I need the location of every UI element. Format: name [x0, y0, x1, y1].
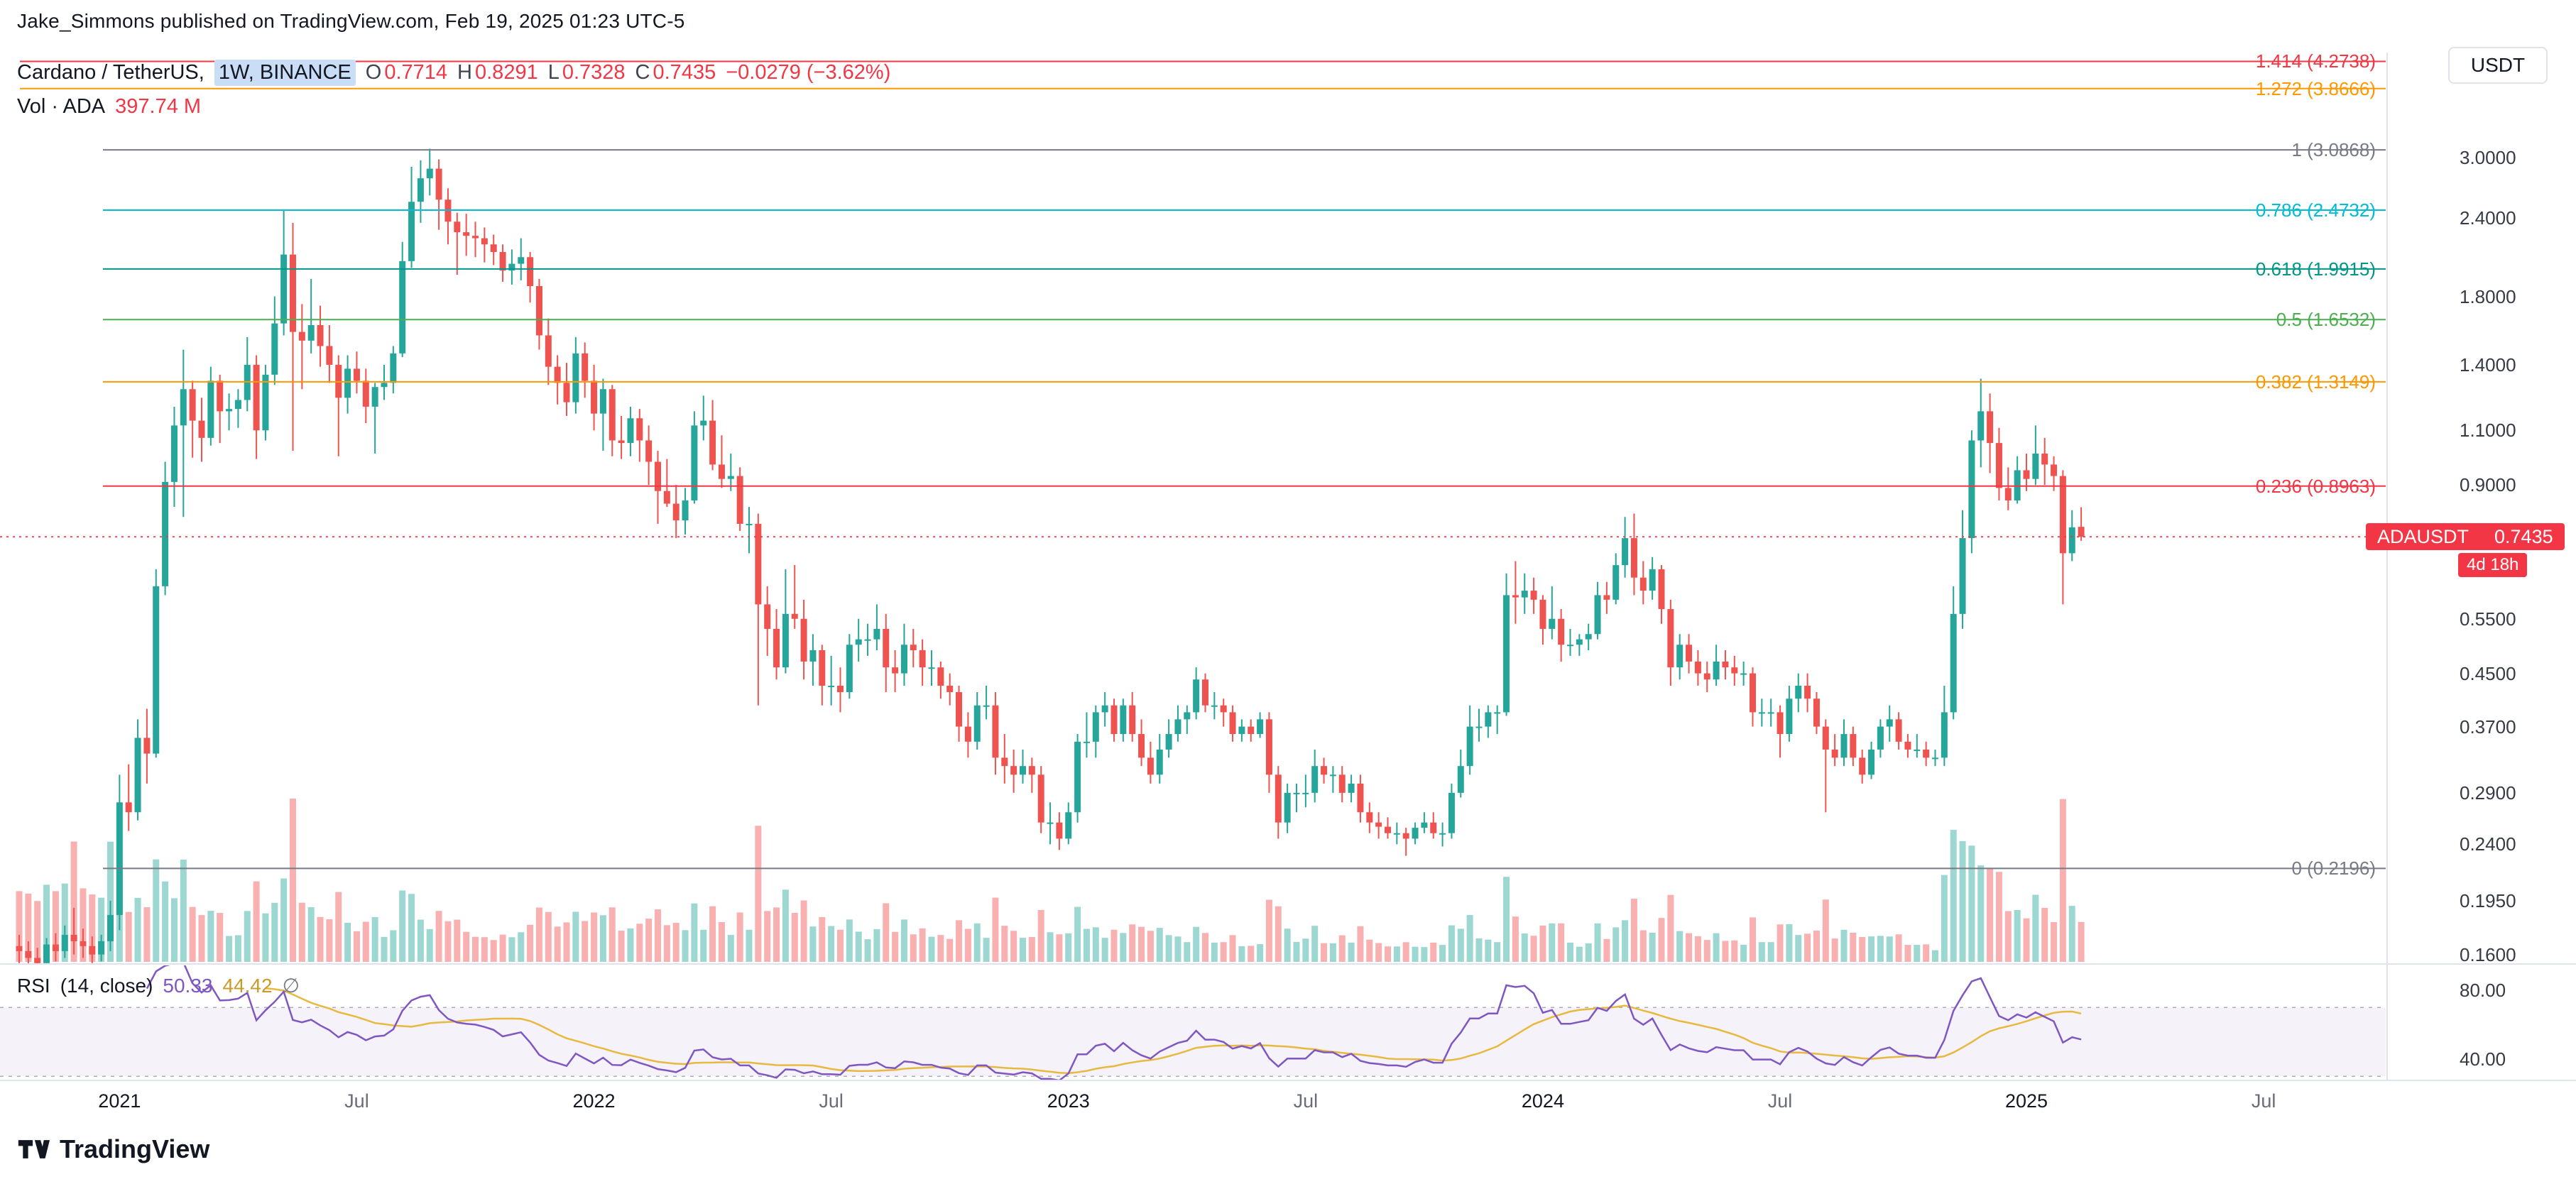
- price-tick: 1.8000: [2460, 285, 2516, 307]
- volume-legend: Vol · ADA 397.74 M: [17, 95, 201, 119]
- tradingview-logo-icon: [18, 1140, 50, 1158]
- badge-price: 0.7435: [2494, 525, 2553, 547]
- tradingview-brand: TradingView: [60, 1134, 210, 1163]
- time-tick: Jul: [1767, 1090, 1793, 1112]
- currency-unit-button[interactable]: USDT: [2448, 47, 2548, 84]
- price-tick: 0.2900: [2460, 782, 2516, 804]
- time-tick: Jul: [819, 1090, 844, 1112]
- rsi-params: (14, close): [60, 974, 153, 997]
- tradingview-footer[interactable]: TradingView: [17, 1134, 209, 1164]
- badge-symbol: ADAUSDT: [2377, 525, 2469, 547]
- interval-exchange[interactable]: 1W, BINANCE: [214, 60, 356, 86]
- price-tick: 0.5500: [2460, 608, 2516, 630]
- fib-level-label[interactable]: 1.272 (3.8666): [2255, 77, 2376, 99]
- ohlc-high: H 0.8291: [457, 61, 538, 84]
- price-tick: 2.4000: [2460, 207, 2516, 229]
- time-tick: 2024: [1521, 1090, 1564, 1112]
- price-tick: 0.4500: [2460, 662, 2516, 684]
- symbol-name[interactable]: Cardano / TetherUS,: [17, 61, 204, 84]
- ohlc-low: L 0.7328: [547, 61, 626, 84]
- rsi-legend: RSI (14, close) 50.33 44.42 ∅: [17, 974, 300, 997]
- ohlc-open: O 0.7714: [365, 61, 448, 84]
- fib-level-label[interactable]: 0.786 (2.4732): [2255, 199, 2376, 221]
- price-tick: 3.0000: [2460, 147, 2516, 168]
- time-tick: 2021: [98, 1090, 141, 1112]
- volume-label[interactable]: Vol · ADA: [17, 95, 106, 118]
- price-tick: 0.1600: [2460, 943, 2516, 965]
- rsi-value: 50.33: [163, 974, 213, 997]
- fib-level-label[interactable]: 0 (0.2196): [2291, 857, 2376, 880]
- fib-level-label[interactable]: 0.5 (1.6532): [2276, 309, 2376, 331]
- fib-level-label[interactable]: 0.236 (0.8963): [2255, 475, 2376, 497]
- time-tick: Jul: [1293, 1090, 1319, 1112]
- fib-level-label[interactable]: 0.618 (1.9915): [2255, 258, 2376, 280]
- rsi-hidden-value: ∅: [282, 975, 300, 997]
- rsi-ma-value: 44.42: [222, 974, 273, 997]
- time-tick: Jul: [2251, 1090, 2276, 1112]
- price-tick: 0.1950: [2460, 889, 2516, 911]
- symbol-legend: Cardano / TetherUS, 1W, BINANCE O 0.7714 …: [17, 60, 890, 86]
- time-tick: 2022: [572, 1090, 616, 1112]
- price-tick: 0.2400: [2460, 833, 2516, 855]
- rsi-name[interactable]: RSI: [17, 974, 50, 997]
- time-tick: Jul: [344, 1090, 369, 1112]
- fib-level-label[interactable]: 0.382 (1.3149): [2255, 371, 2376, 393]
- price-tick: 1.1000: [2460, 420, 2516, 442]
- fib-level-label[interactable]: 1 (3.0868): [2291, 139, 2376, 161]
- volume-value: 397.74 M: [115, 95, 202, 118]
- price-tick: 0.9000: [2460, 474, 2516, 496]
- rsi-tick: 80.00: [2460, 980, 2506, 1001]
- ohlc-close: C 0.7435: [635, 61, 716, 84]
- attribution-text: Jake_Simmons published on TradingView.co…: [17, 10, 685, 32]
- last-price-badge[interactable]: ADAUSDT 0.7435: [2366, 523, 2565, 551]
- fib-level-label[interactable]: 1.414 (4.2738): [2255, 50, 2376, 72]
- time-tick: 2025: [2004, 1090, 2048, 1112]
- price-tick: 1.4000: [2460, 354, 2516, 376]
- price-tick: 0.3700: [2460, 716, 2516, 738]
- change-value: −0.0279 (−3.62%): [726, 61, 891, 84]
- time-tick: 2023: [1047, 1090, 1090, 1112]
- bar-countdown-badge: 4d 18h: [2458, 553, 2528, 578]
- rsi-tick: 40.00: [2460, 1048, 2506, 1070]
